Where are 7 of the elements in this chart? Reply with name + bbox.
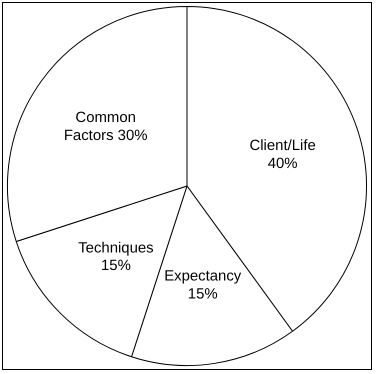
- data-label: 15%: [100, 258, 131, 274]
- slice-label: Common Factors 30%: [64, 110, 148, 144]
- slice-label: Expectancy: [164, 268, 242, 284]
- data-label: 15%: [188, 286, 218, 302]
- slice-label: Techniques: [78, 240, 154, 256]
- data-label: 40%: [268, 156, 298, 172]
- slice-label: Client/Life: [249, 138, 316, 154]
